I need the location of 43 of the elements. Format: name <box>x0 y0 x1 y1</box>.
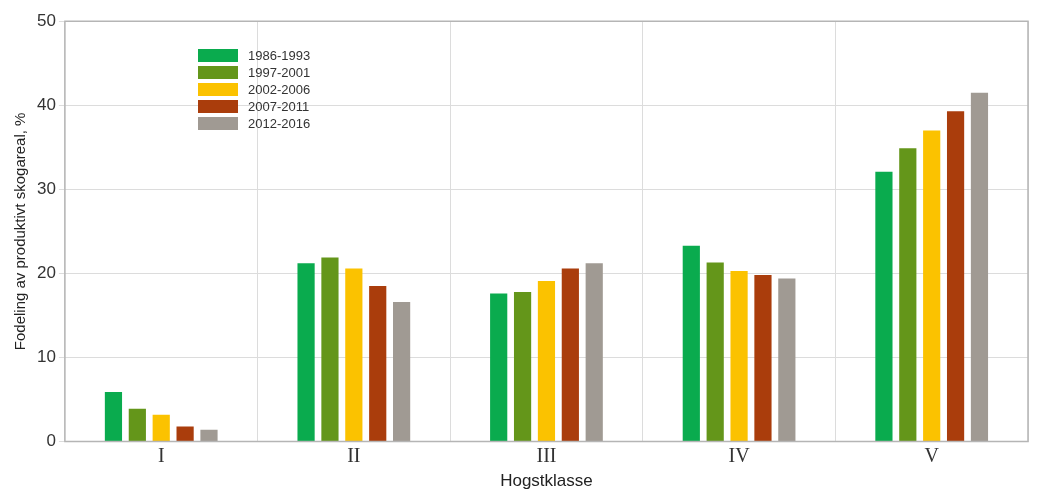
y-tick-label: 10 <box>36 347 56 367</box>
y-tick-label: 40 <box>36 94 56 114</box>
bar <box>923 130 941 442</box>
bar <box>393 302 411 442</box>
bar <box>754 275 772 442</box>
bar <box>369 286 387 442</box>
x-axis-title: Hogstklasse <box>500 471 593 491</box>
bar <box>345 268 363 442</box>
x-tick-label: I <box>157 443 165 466</box>
legend-label: 1986-1993 <box>248 48 311 63</box>
bar <box>706 262 724 442</box>
bar <box>176 426 194 442</box>
bar <box>682 245 700 442</box>
bar <box>730 270 748 442</box>
bar <box>585 263 603 442</box>
bar <box>899 148 917 442</box>
bar <box>490 293 508 442</box>
y-tick-label: 20 <box>36 263 56 283</box>
bar <box>104 391 123 442</box>
legend-label: 2002-2006 <box>248 82 311 97</box>
y-axis-title: Fodeling av produktivt skogareal, % <box>11 112 29 351</box>
bar <box>537 281 556 442</box>
bar <box>200 429 218 442</box>
x-tick-label: II <box>347 443 361 466</box>
legend-label: 2012-2016 <box>248 116 311 131</box>
bar <box>513 291 532 442</box>
bar <box>297 263 315 442</box>
bar <box>875 171 893 442</box>
bar <box>970 92 989 442</box>
x-tick-label: V <box>924 443 940 466</box>
bar <box>778 278 796 442</box>
x-tick-label: III <box>536 443 557 466</box>
y-tick-label: 0 <box>46 431 56 451</box>
y-tick-label: 50 <box>36 10 56 30</box>
legend-label: 1997-2001 <box>248 65 311 80</box>
legend-label: 2007-2011 <box>248 99 310 114</box>
bar <box>946 111 965 442</box>
bar <box>152 414 170 442</box>
bar <box>128 408 146 442</box>
bar <box>561 268 579 442</box>
bar <box>321 257 339 442</box>
y-tick-label: 30 <box>36 179 56 199</box>
x-tick-label: IV <box>728 443 751 466</box>
